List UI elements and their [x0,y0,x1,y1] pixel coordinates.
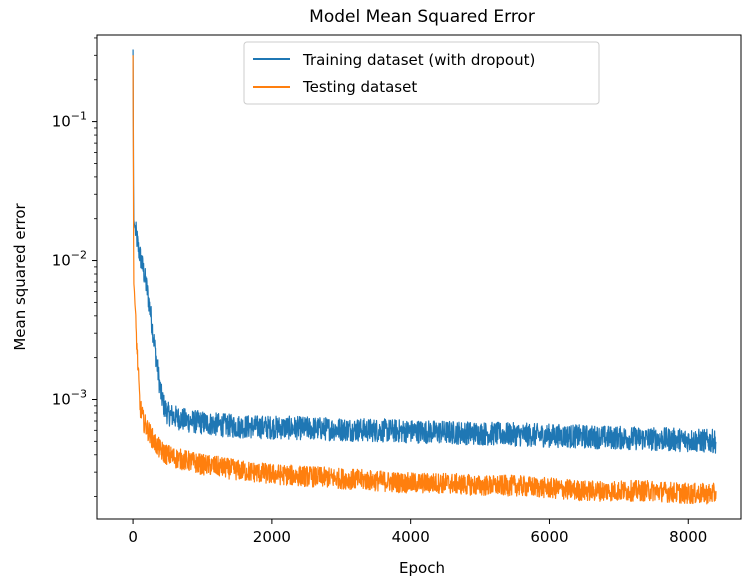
y-axis: 10−3 10−2 10−1 [52,37,97,498]
series-line-testing [132,55,717,505]
x-tick-label: 8000 [669,528,707,546]
x-tick-label: 4000 [392,528,430,546]
legend-label-testing: Testing dataset [302,78,417,96]
chart-title: Model Mean Squared Error [309,7,535,27]
y-tick-label: 10−2 [52,249,87,270]
plot-frame [96,34,742,520]
y-axis-label: Mean squared error [11,202,29,350]
y-tick-label: 10−3 [52,387,87,408]
series-line-training [132,49,717,454]
x-tick-label: 6000 [530,528,568,546]
y-tick-label: 10−1 [52,110,87,131]
legend: Training dataset (with dropout) Testing … [243,41,600,105]
x-tick-label: 0 [128,528,138,546]
x-axis-label: Epoch [399,559,445,577]
series-layer [132,49,717,505]
legend-box [243,41,600,105]
x-axis: 0 2000 4000 6000 8000 [128,519,707,546]
x-tick-label: 2000 [253,528,291,546]
legend-label-training: Training dataset (with dropout) [302,51,535,69]
